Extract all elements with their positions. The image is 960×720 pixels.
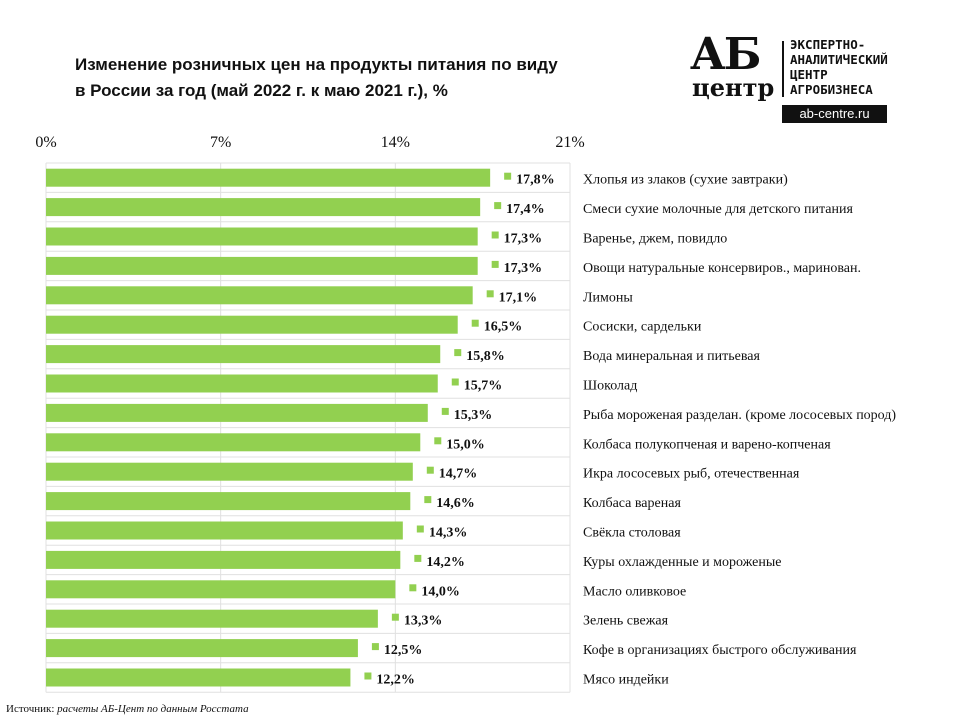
bar [46, 345, 441, 364]
data-label: 14,0% [421, 584, 460, 599]
x-tick-label: 21% [555, 134, 584, 151]
data-label: 16,5% [484, 320, 523, 335]
bar [46, 462, 413, 481]
legend-key-marker [426, 466, 434, 474]
bar [46, 609, 378, 628]
category-label: Мясо индейки [583, 673, 669, 688]
data-label: 14,3% [429, 526, 468, 541]
bar [46, 668, 351, 687]
category-label: Вода минеральная и питьевая [583, 349, 761, 364]
legend-key-marker [471, 319, 479, 327]
title-line-2: в России за год (май 2022 г. к маю 2021 … [75, 81, 448, 100]
legend-key-marker [454, 349, 462, 357]
data-label: 17,1% [499, 290, 537, 305]
chart-title: Изменение розничных цен на продукты пита… [75, 52, 558, 104]
legend-key-marker [371, 643, 379, 651]
data-label: 15,7% [464, 379, 503, 394]
logo-divider [782, 41, 784, 97]
legend-key-marker [416, 525, 424, 533]
category-label: Кофе в организациях быстрого обслуживани… [583, 643, 857, 658]
data-label: 17,3% [504, 232, 542, 247]
category-label: Варенье, джем, повидло [583, 232, 727, 247]
logo-url: ab-centre.ru [782, 105, 887, 123]
bar [46, 550, 401, 569]
category-label: Свёкла столовая [583, 526, 681, 541]
category-label: Рыба мороженая разделан. (кроме лососевы… [583, 408, 896, 423]
x-tick-label: 7% [210, 134, 231, 151]
bar [46, 580, 396, 599]
legend-key-marker [491, 260, 499, 268]
logo-mark-bottom: центр [692, 73, 775, 102]
bar [46, 374, 438, 393]
category-label: Сосиски, сардельки [583, 320, 702, 335]
title-line-1: Изменение розничных цен на продукты пита… [75, 55, 558, 74]
category-label: Овощи натуральные консервиров., маринова… [583, 261, 861, 276]
category-label: Куры охлажденные и мороженые [583, 555, 781, 570]
source-text: расчеты АБ-Цент по данным Росстата [57, 703, 249, 715]
data-label: 17,3% [504, 261, 542, 276]
bar [46, 286, 473, 305]
legend-key-marker [364, 672, 372, 680]
logo-text-line: ЦЕНТР [790, 67, 828, 82]
bar [46, 227, 478, 246]
data-label: 14,6% [436, 496, 475, 511]
legend-key-marker [441, 407, 449, 415]
x-tick-label: 0% [35, 134, 56, 151]
bar [46, 433, 421, 452]
legend-key-marker [409, 584, 417, 592]
category-label: Шоколад [583, 379, 637, 394]
category-label: Колбаса полукопченая и варено-копченая [583, 437, 831, 452]
bar [46, 256, 478, 275]
category-label: Зелень свежая [583, 614, 669, 629]
logo-mark-top: АБ [690, 29, 761, 80]
data-label: 17,4% [506, 202, 544, 217]
data-label: 13,3% [404, 614, 443, 629]
category-label: Масло оливковое [583, 584, 686, 599]
legend-key-marker [451, 378, 459, 386]
legend-key-marker [414, 554, 422, 562]
logo-text-line: ЭКСПЕРТНО- [790, 37, 866, 52]
logo-text-line: АГРОБИЗНЕСА [790, 82, 873, 97]
legend-key-marker [494, 202, 502, 210]
category-label: Лимоны [583, 290, 633, 305]
bar [46, 403, 428, 422]
legend-key-marker [504, 172, 512, 180]
data-label: 14,7% [439, 467, 478, 482]
data-label: 17,8% [516, 173, 555, 188]
data-label: 12,5% [384, 643, 423, 658]
bar [46, 639, 358, 658]
category-label: Икра лососевых рыб, отечественная [583, 467, 800, 482]
legend-key-marker [424, 496, 432, 504]
logo: АБ центр ЭКСПЕРТНО- АНАЛИТИЧЕСКИЙ ЦЕНТР … [690, 29, 935, 125]
source-label: Источник: [6, 703, 55, 715]
data-label: 12,2% [376, 673, 415, 688]
bar [46, 198, 481, 217]
bar [46, 168, 491, 187]
logo-text-line: АНАЛИТИЧЕСКИЙ [790, 52, 888, 67]
legend-key-marker [434, 437, 442, 445]
legend-key-marker [486, 290, 494, 298]
bar [46, 492, 411, 511]
bar [46, 521, 403, 540]
x-tick-label: 14% [381, 134, 410, 151]
bar [46, 315, 458, 334]
legend-key-marker [491, 231, 499, 239]
data-label: 15,8% [466, 349, 505, 364]
category-label: Хлопья из злаков (сухие завтраки) [583, 173, 788, 188]
data-label: 14,2% [426, 555, 465, 570]
category-label: Колбаса вареная [583, 496, 681, 511]
data-label: 15,0% [446, 437, 485, 452]
legend-key-marker [391, 613, 399, 621]
data-label: 15,3% [454, 408, 493, 423]
category-label: Смеси сухие молочные для детского питани… [583, 202, 853, 217]
source-note: Источник: расчеты АБ-Цент по данным Росс… [6, 703, 249, 715]
logo-text: ЭКСПЕРТНО- АНАЛИТИЧЕСКИЙ ЦЕНТР АГРОБИЗНЕ… [790, 37, 888, 97]
